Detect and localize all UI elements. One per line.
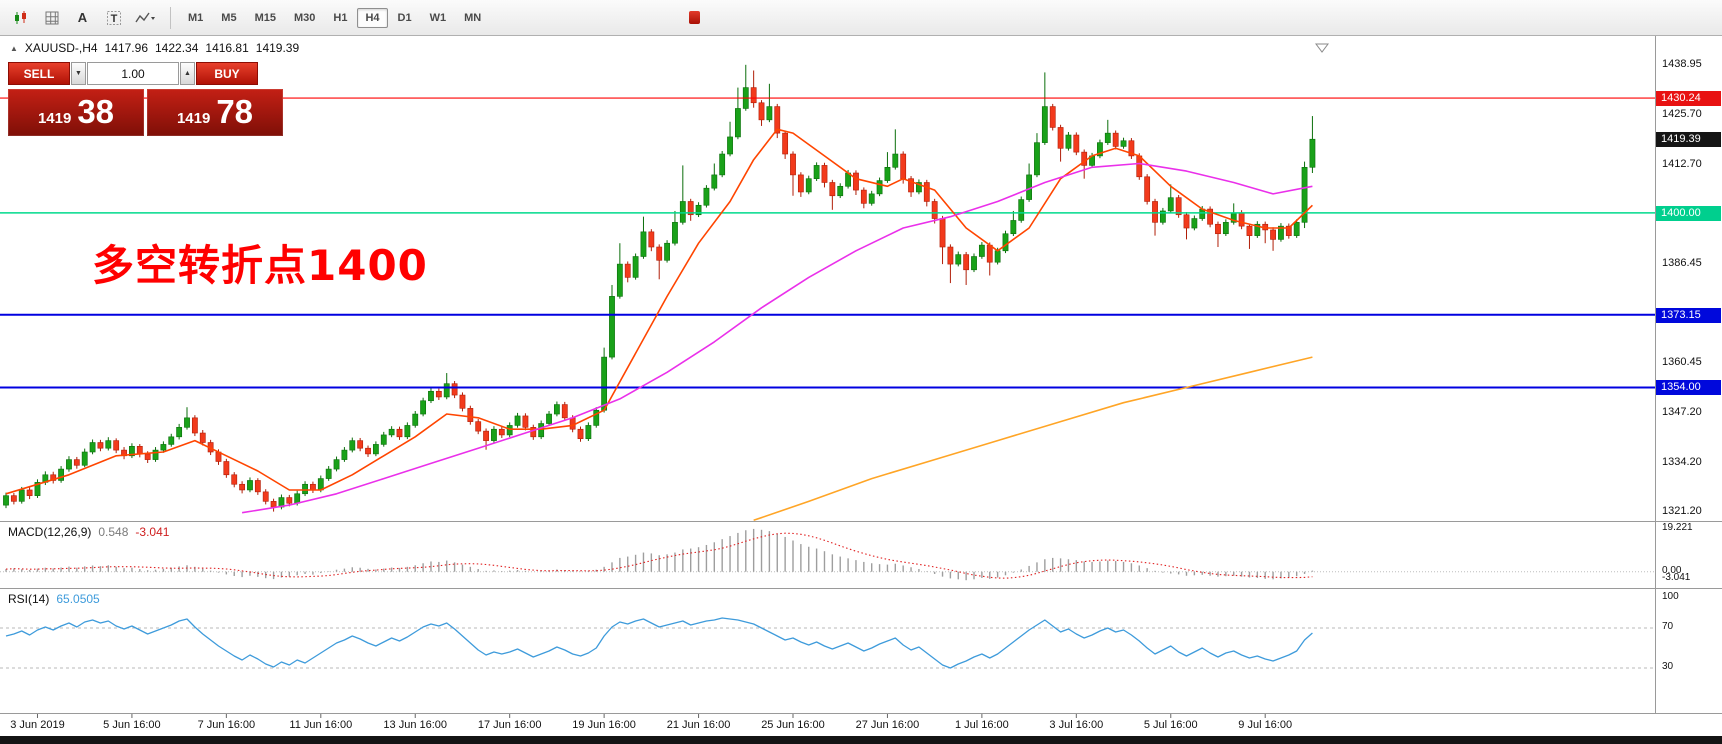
- toolbar-separator: [170, 6, 171, 29]
- timeframe-mn[interactable]: MN: [464, 11, 482, 24]
- macd-main-value: 0.548: [98, 525, 129, 539]
- buy-button[interactable]: BUY: [196, 62, 258, 85]
- price-tick: 1412.70: [1662, 157, 1702, 170]
- buy-price-tile[interactable]: 1419 78: [147, 89, 283, 136]
- timeframe-m5[interactable]: M5: [221, 11, 237, 24]
- macd-tick: 0.00: [1662, 564, 1682, 576]
- rsi-tick: 100: [1662, 591, 1679, 602]
- rsi-value: 65.0505: [56, 592, 100, 606]
- ohlc-low: 1416.81: [205, 41, 249, 55]
- price-tick: 1386.45: [1662, 257, 1702, 270]
- timeframe-h4[interactable]: H4: [357, 7, 388, 28]
- timeframe-w1[interactable]: W1: [429, 11, 447, 24]
- candlestick-chart-icon[interactable]: [6, 4, 35, 31]
- price-axis[interactable]: 1438.95 1425.70 1412.70 1386.45 1360.45 1347.…: [1656, 0, 1722, 744]
- ma-mid-line: [241, 162, 1313, 514]
- ma-slow-line: [753, 356, 1313, 522]
- price-badge: 1354.00: [1656, 380, 1721, 396]
- macd-name: MACD(12,26,9): [8, 525, 92, 539]
- timeframe-h1[interactable]: H1: [333, 11, 348, 24]
- timeframe-d1[interactable]: D1: [397, 11, 412, 24]
- price-badge: 1373.15: [1656, 307, 1721, 323]
- toolbar: A T M1 M5 M15 M30 H1 H4 D1 W1 MN: [0, 0, 1722, 36]
- polyline-glyph: [134, 12, 155, 22]
- macd-signal-line: [5, 532, 1313, 579]
- buy-price-big-figure: 1419: [176, 110, 211, 127]
- dropdown-caret-icon: [150, 16, 155, 20]
- chart-text-annotation[interactable]: 多空转折点1400: [92, 241, 428, 290]
- price-tick: 1321.20: [1662, 504, 1702, 517]
- candles-series: [3, 64, 1316, 512]
- sell-price-big-figure: 1419: [37, 110, 72, 127]
- ohlc-high: 1422.34: [155, 41, 199, 55]
- macd-histogram: [5, 528, 1314, 581]
- price-badge: 1419.39: [1656, 132, 1721, 148]
- macd-indicator-label: MACD(12,26,9) 0.548 -3.041: [8, 525, 169, 539]
- one-click-trading-panel: SELL ▼ ▲ BUY 1419 38 1419 78: [8, 62, 283, 136]
- svg-text:T: T: [110, 13, 117, 25]
- rsi-tick: 70: [1662, 621, 1674, 632]
- volume-decrease-button[interactable]: ▼: [71, 62, 86, 85]
- rsi-tick: 30: [1662, 661, 1674, 672]
- volume-input[interactable]: [87, 62, 179, 85]
- rsi-indicator-label: RSI(14) 65.0505: [8, 592, 100, 606]
- ohlc-close: 1419.39: [255, 41, 300, 55]
- price-tick: 1347.20: [1662, 406, 1702, 419]
- chart-symbol-header: ▲ XAUUSD-,H4 1417.96 1422.34 1416.81 141…: [10, 41, 299, 55]
- cursor-icon[interactable]: A: [77, 10, 88, 25]
- text-label-icon[interactable]: T: [99, 4, 128, 31]
- price-tick: 1425.70: [1662, 108, 1702, 121]
- scroll-to-end-marker[interactable]: [1315, 43, 1329, 53]
- price-badge: 1430.24: [1656, 91, 1721, 107]
- timeframe-group: M1 M5 M15 M30 H1 H4 D1 W1 MN: [180, 7, 491, 28]
- price-tick: 1438.95: [1662, 58, 1702, 70]
- candlestick-glyph: [14, 10, 26, 24]
- price-tick: 1334.20: [1662, 455, 1702, 468]
- volume-increase-button[interactable]: ▲: [180, 62, 195, 85]
- symbol-label: XAUUSD-,H4: [24, 41, 98, 55]
- ohlc-open: 1417.96: [104, 41, 148, 55]
- timeframe-m15[interactable]: M15: [254, 11, 276, 24]
- grid-glyph: [45, 11, 58, 24]
- macd-tick: 19.221: [1662, 521, 1693, 533]
- price-badge: 1400.00: [1656, 205, 1721, 221]
- trade-controls-row: SELL ▼ ▲ BUY: [8, 62, 283, 85]
- bottom-taskbar-strip: [0, 736, 1722, 744]
- rsi-line: [5, 617, 1313, 669]
- macd-tick: -3.041: [1662, 571, 1691, 583]
- sell-price-pips: 38: [77, 93, 115, 130]
- trade-prices-row: 1419 38 1419 78: [8, 89, 283, 136]
- rsi-name: RSI(14): [8, 592, 50, 606]
- grid-icon[interactable]: [37, 4, 66, 31]
- timeframe-m1[interactable]: M1: [188, 11, 204, 24]
- macd-signal-value: -3.041: [135, 525, 170, 539]
- red-marker-icon[interactable]: [689, 11, 701, 24]
- sell-button[interactable]: SELL: [8, 62, 70, 85]
- ma-fast-line: [5, 128, 1313, 495]
- timeframe-m30[interactable]: M30: [293, 11, 316, 24]
- price-tick: 1360.45: [1662, 355, 1702, 368]
- drawing-tools-icon[interactable]: [130, 4, 159, 31]
- panel-toggle-icon[interactable]: ▲: [10, 43, 18, 53]
- text-glyph: T: [106, 10, 121, 25]
- buy-price-pips: 78: [216, 93, 254, 130]
- sell-price-tile[interactable]: 1419 38: [8, 89, 144, 136]
